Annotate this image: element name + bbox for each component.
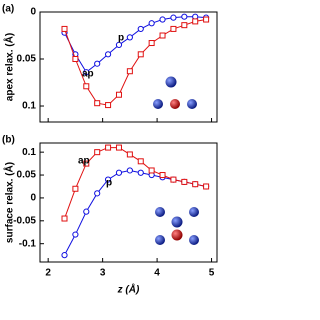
marker	[126, 68, 133, 75]
series-label: p	[118, 33, 124, 44]
marker	[137, 25, 144, 33]
marker	[159, 32, 166, 39]
plot-frame	[39, 11, 218, 123]
panel-label: (a)	[2, 4, 14, 15]
molecule-icon-b	[155, 207, 199, 245]
y-tick-label: 0.05	[17, 170, 37, 181]
plot-frame	[39, 142, 218, 263]
marker	[72, 56, 79, 63]
marker	[159, 172, 166, 179]
marker	[126, 151, 133, 158]
marker	[115, 169, 123, 176]
marker	[126, 167, 133, 174]
marker	[148, 40, 155, 47]
marker	[104, 176, 112, 183]
marker	[94, 190, 101, 197]
marker	[83, 83, 90, 90]
marker	[203, 183, 210, 190]
x-tick-label: 5	[209, 268, 215, 279]
marker	[137, 51, 144, 58]
marker	[72, 185, 79, 192]
marker	[192, 18, 199, 25]
marker	[115, 41, 123, 49]
marker	[94, 149, 101, 156]
x-tick-label: 2	[45, 268, 51, 279]
marker	[83, 208, 90, 215]
marker	[94, 60, 101, 67]
marker	[105, 102, 112, 109]
marker	[181, 178, 188, 185]
marker	[126, 34, 133, 41]
series-label: ap	[82, 69, 94, 80]
marker	[159, 16, 166, 23]
marker	[181, 13, 188, 20]
marker	[170, 25, 177, 32]
marker	[203, 16, 210, 23]
y-axis-label: surface relax. (Å)	[3, 162, 16, 243]
marker	[148, 20, 155, 27]
x-tick-label: 4	[154, 268, 160, 279]
marker	[61, 252, 68, 259]
marker	[181, 22, 188, 29]
marker	[148, 167, 155, 174]
panel-label: (b)	[2, 135, 15, 146]
y-tick-label: 0.05	[17, 54, 37, 65]
marker	[61, 215, 68, 222]
y-tick-label: -0.1	[19, 238, 37, 249]
marker	[83, 69, 90, 76]
marker	[104, 51, 112, 58]
marker	[115, 144, 122, 151]
series-label: p	[106, 178, 112, 189]
y-tick-label: 0.1	[22, 147, 36, 158]
marker	[72, 231, 79, 238]
marker	[105, 144, 112, 151]
x-axis-label: z (Å)	[117, 283, 140, 296]
figure: (a) apex relax. (Å) 0 0.05 0.1 p ap (b) surface …	[2, 4, 218, 296]
marker	[137, 169, 144, 176]
series-line	[64, 19, 207, 106]
y-tick-label: -0.05	[13, 215, 36, 226]
marker	[170, 176, 177, 183]
y-tick-label: 0	[30, 193, 36, 204]
y-tick-label: 0	[30, 7, 36, 18]
marker	[94, 100, 101, 107]
marker	[83, 160, 90, 167]
y-axis-label: apex relax. (Å)	[3, 33, 16, 101]
x-tick-label: 3	[100, 268, 106, 279]
marker	[137, 158, 144, 165]
marker	[192, 181, 199, 188]
marker	[115, 91, 122, 98]
marker	[170, 14, 177, 21]
y-tick-label: 0.1	[22, 101, 36, 112]
molecule-icon-a	[153, 76, 197, 109]
marker	[61, 25, 68, 32]
series-label: ap	[78, 156, 90, 167]
